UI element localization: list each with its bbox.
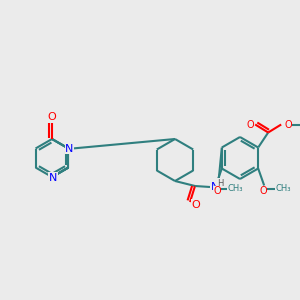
Text: O: O (284, 119, 292, 130)
Text: N: N (49, 173, 57, 183)
Text: N: N (65, 143, 74, 154)
Text: O: O (260, 187, 267, 196)
Text: O: O (213, 187, 220, 196)
Text: CH₃: CH₃ (227, 184, 243, 193)
Text: O: O (192, 200, 200, 210)
Text: O: O (246, 121, 254, 130)
Text: O: O (48, 112, 56, 122)
Text: H: H (217, 178, 223, 188)
Text: CH₃: CH₃ (275, 184, 291, 193)
Text: N: N (211, 182, 219, 192)
